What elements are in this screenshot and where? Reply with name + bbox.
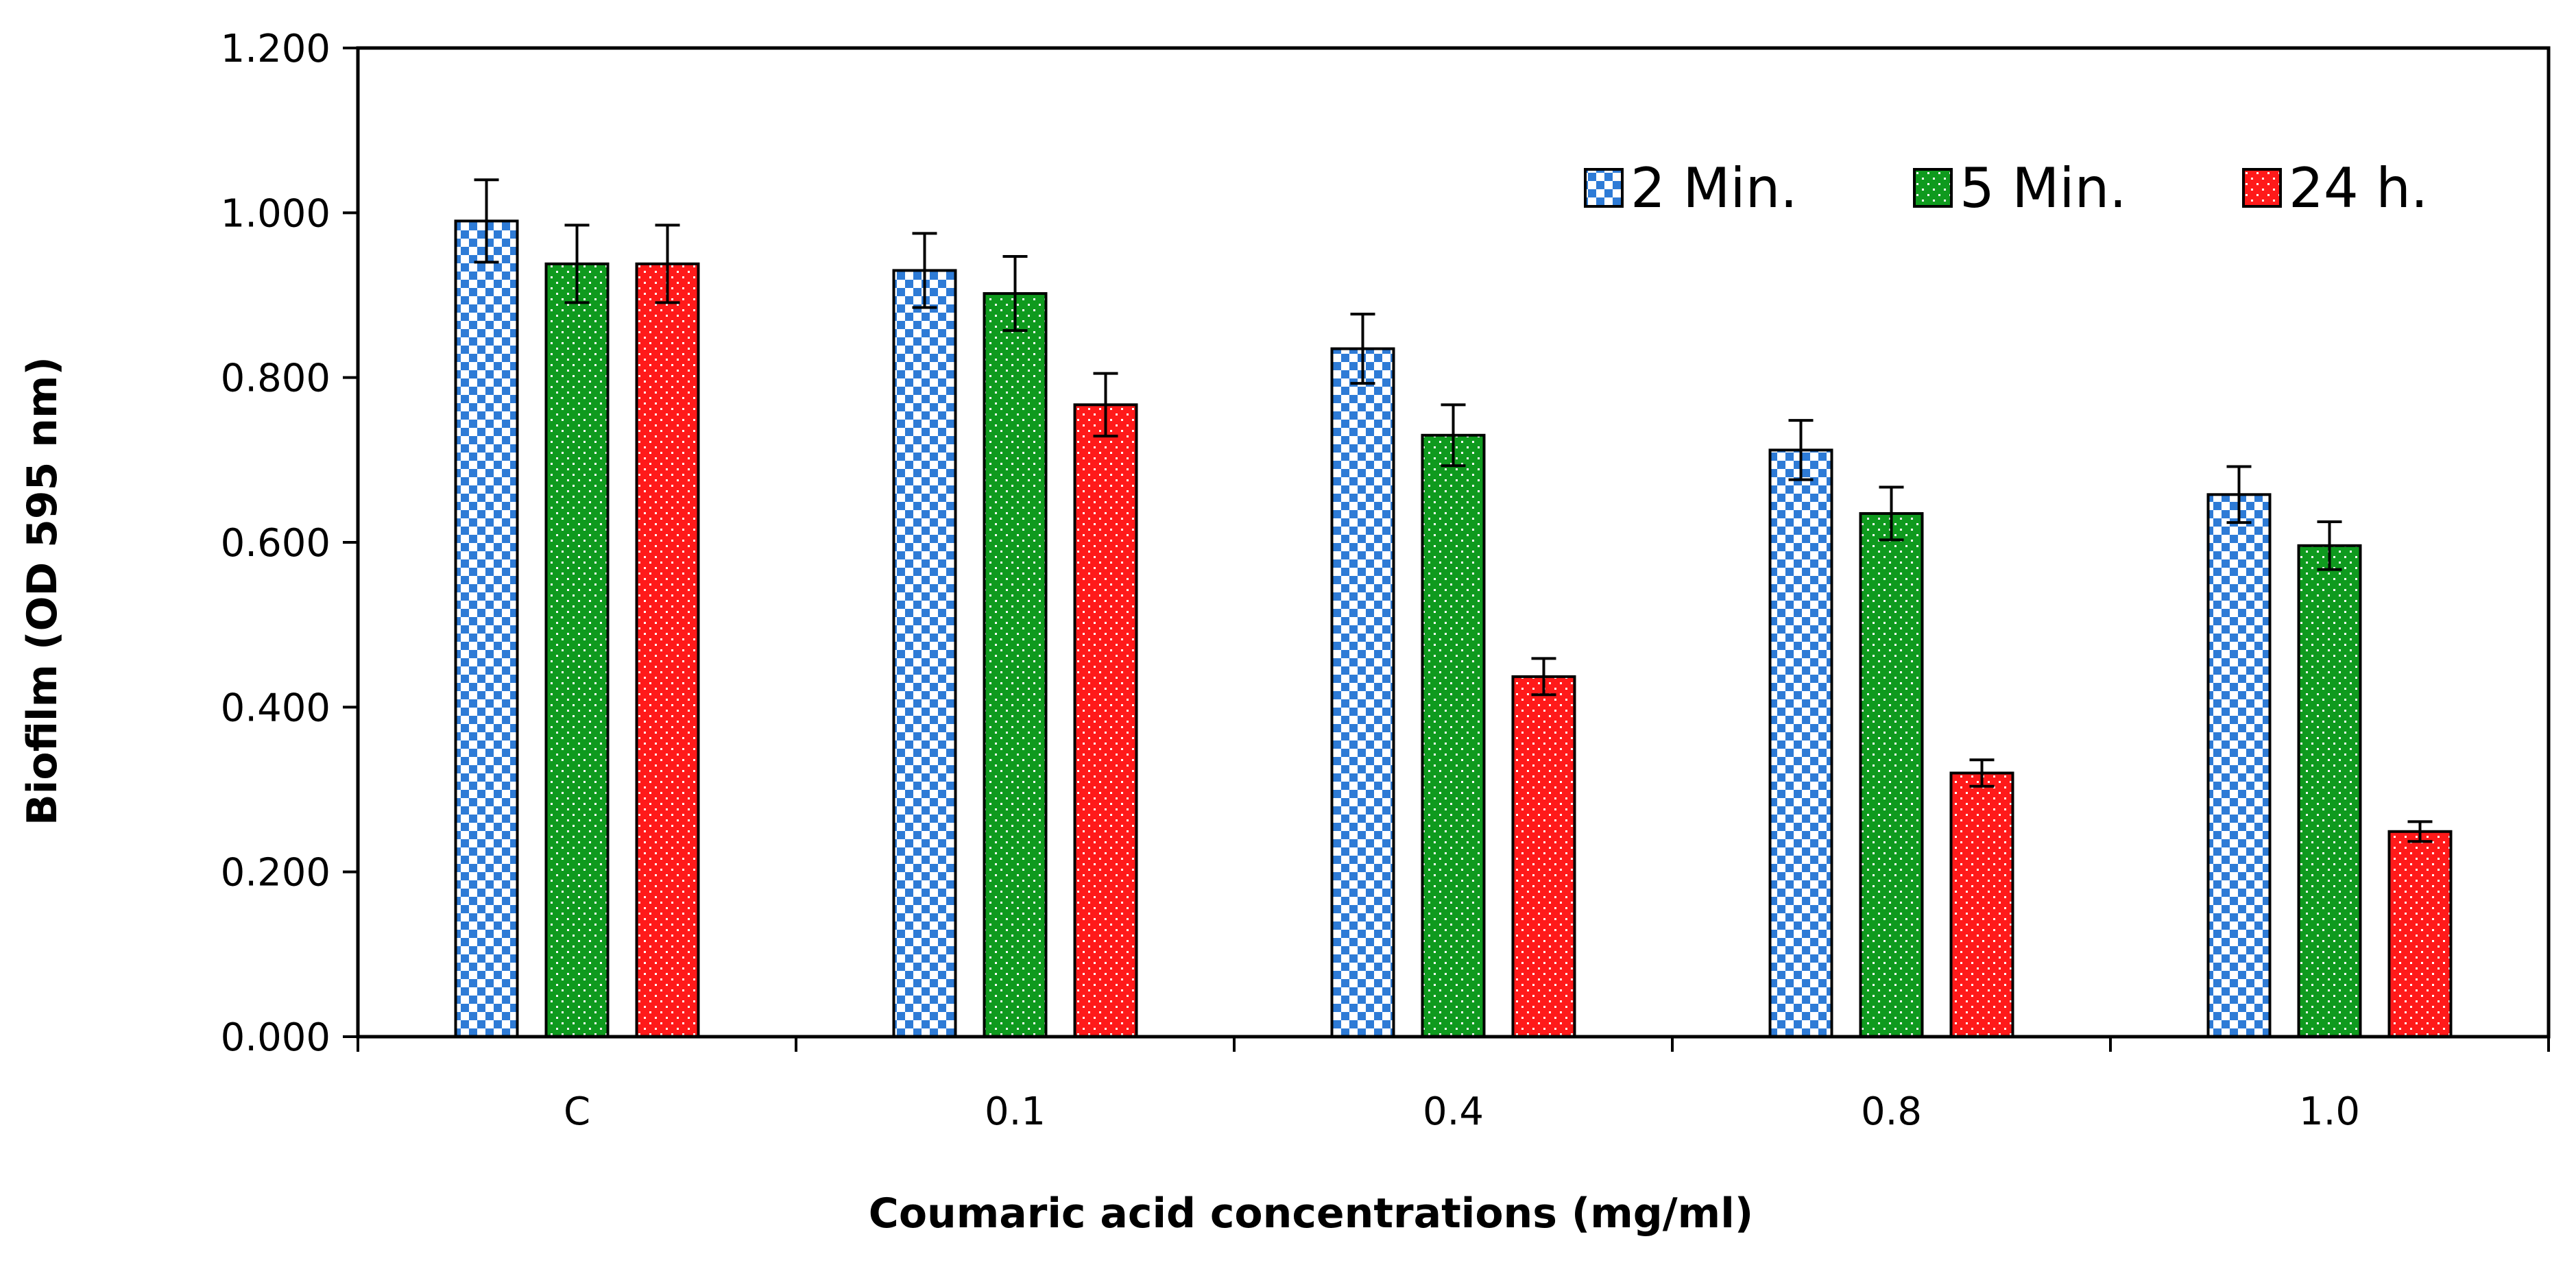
bar-2-min--0.8 [1768,448,1833,1038]
error-bar [474,178,499,264]
error-bar [1093,372,1118,437]
y-axis-title: Biofilm (OD 595 nm) [19,357,67,826]
error-bar [1002,255,1028,333]
bar-5-min--1.0 [2297,544,2362,1038]
error-bar [912,232,937,309]
x-tick-label: 0.4 [1423,1089,1484,1134]
error-bars-group [474,178,2433,843]
bar-5-min--C [544,262,610,1038]
error-bar [1969,758,1995,788]
bar-2-min--0.4 [1330,347,1395,1038]
legend-swatch [1913,168,1953,208]
bars-group [454,219,2453,1039]
legend-label: 24 h. [2289,156,2428,220]
bar-24-h--0.4 [1511,675,1576,1038]
y-tick-label: 0.400 [221,686,330,730]
bar-2-min--0.1 [892,269,957,1039]
error-bar [1531,657,1556,697]
bar-24-h--0.8 [1949,771,2014,1038]
bar-5-min--0.8 [1859,511,1924,1038]
error-bar [1350,313,1375,385]
legend-label: 5 Min. [1960,156,2127,220]
x-tick-label: C [564,1089,590,1134]
error-bar [1879,485,1904,542]
legend: 2 Min. 5 Min. 24 h. [1584,156,2428,220]
x-tick-label: 0.1 [985,1089,1046,1134]
error-bar [564,224,590,304]
bar-24-h--0.1 [1073,403,1138,1038]
error-bar [2407,820,2433,843]
y-tick-label: 0.000 [221,1015,330,1060]
bar-5-min--0.4 [1421,433,1486,1038]
bar-2-min--C [454,219,519,1039]
x-axis-ticks: C 0.1 0.4 0.8 1.0 [357,1037,2550,1134]
x-tick-label: 0.8 [1861,1089,1922,1134]
plot-area-border [356,46,2551,1039]
y-axis-ticks: 0.000 0.200 0.400 0.600 0.800 1.000 1.200 [221,27,358,1060]
legend-swatch [2242,168,2282,208]
x-tick-label: 1.0 [2299,1089,2360,1134]
bar-5-min--0.1 [983,292,1048,1038]
bar-24-h--C [635,262,700,1038]
error-bar [1441,403,1466,468]
bar-24-h--1.0 [2387,830,2453,1039]
x-axis-title: Coumaric acid concentrations (mg/ml) [869,1190,1753,1238]
y-tick-label: 0.600 [221,521,330,566]
y-tick-label: 0.800 [221,357,330,401]
legend-label: 2 Min. [1630,156,1798,220]
legend-swatch [1584,168,1624,208]
error-bar [1788,419,1814,481]
error-bar [2317,520,2342,571]
error-bar [2226,465,2252,525]
error-bar [655,224,680,304]
y-tick-label: 1.000 [221,191,330,236]
y-tick-label: 1.200 [221,27,330,71]
bar-2-min--1.0 [2206,493,2272,1038]
y-tick-label: 0.200 [221,851,330,895]
